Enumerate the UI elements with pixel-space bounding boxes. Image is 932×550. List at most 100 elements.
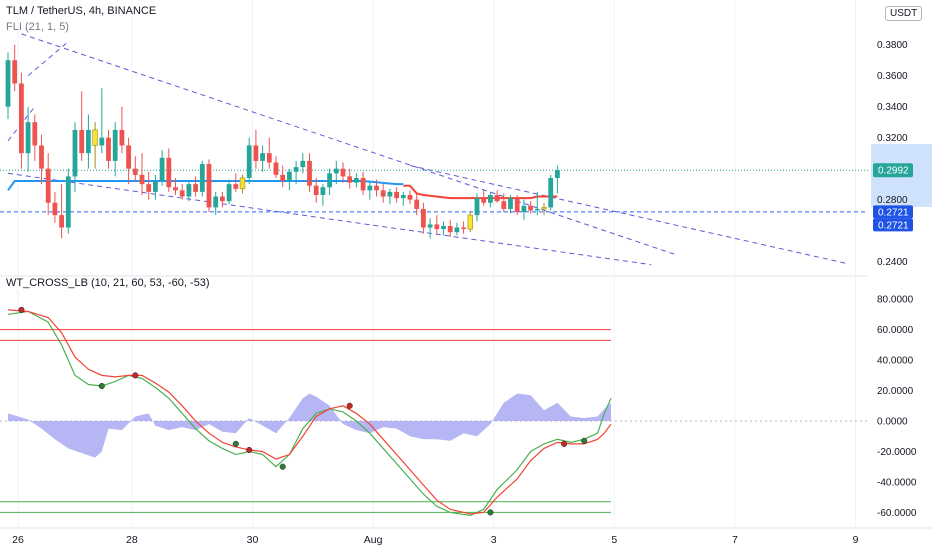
candle — [86, 114, 91, 169]
level-badge-label: 0.2721 — [878, 207, 909, 218]
candle — [367, 181, 373, 200]
candle-body — [307, 160, 312, 186]
fli-label: FLI (21, 1, 5) — [6, 21, 69, 33]
candle-body — [119, 129, 125, 146]
candle-body — [441, 225, 446, 230]
candle-body — [25, 122, 31, 154]
candle — [159, 150, 165, 186]
candle-body — [454, 227, 460, 233]
candle — [266, 137, 272, 169]
candle — [126, 137, 131, 185]
cross-point — [98, 382, 105, 390]
x-tick-label: 3 — [491, 534, 497, 546]
candle-body — [508, 198, 513, 209]
candle-body — [59, 215, 64, 228]
candle — [548, 174, 554, 211]
candle — [293, 160, 299, 185]
candle-body — [461, 227, 466, 230]
candle-body — [514, 198, 520, 213]
candle-body — [45, 168, 51, 203]
candle-body — [246, 145, 252, 178]
candle — [374, 179, 379, 197]
candle — [59, 184, 64, 239]
candle — [246, 137, 252, 185]
candle — [119, 106, 125, 154]
candle-body — [394, 191, 399, 199]
candle — [139, 153, 145, 195]
candle — [45, 153, 51, 216]
wt-tick-label: -60.0000 — [877, 508, 917, 519]
candle-body — [555, 170, 560, 178]
candle — [454, 222, 460, 236]
candle — [528, 201, 533, 214]
wt1-line — [7, 310, 612, 517]
symbol-title: TLM / TetherUS, 4h, BINANCE — [6, 5, 157, 17]
candle — [534, 191, 540, 216]
last-price-badge-bg — [873, 163, 913, 178]
fli-red-line — [403, 184, 558, 200]
x-tick-label: Aug — [364, 534, 383, 546]
candle — [347, 168, 353, 189]
candle — [501, 193, 507, 213]
wt-histogram — [8, 393, 611, 458]
candle — [92, 122, 98, 169]
candle — [555, 165, 560, 194]
candle — [239, 174, 246, 194]
candle-body — [340, 168, 346, 177]
candle — [25, 106, 31, 172]
candle-body — [293, 167, 299, 172]
candle-body — [206, 164, 212, 208]
cross-point — [581, 437, 588, 444]
candle-body — [179, 190, 185, 197]
candle — [65, 168, 71, 234]
price-tick-label: 0.2400 — [877, 257, 908, 268]
level-badge-bg — [873, 205, 913, 219]
candle-body — [213, 196, 219, 208]
candle-body — [474, 198, 480, 216]
level-badge-bg — [873, 218, 913, 232]
x-tick-label: 5 — [611, 534, 617, 546]
candle-body — [260, 153, 265, 161]
currency-button[interactable]: USDT — [885, 6, 923, 21]
trend-line — [409, 165, 846, 264]
candle-body — [5, 60, 11, 107]
candle — [220, 191, 225, 208]
candle-body — [347, 176, 353, 183]
level-badge: 0.2721 — [873, 205, 913, 219]
candle-body — [79, 129, 85, 154]
candle — [132, 156, 138, 182]
wt-tick-label: 40.0000 — [877, 356, 914, 367]
candle — [494, 190, 500, 203]
candle-body — [320, 187, 326, 195]
candle — [273, 156, 279, 178]
candle — [233, 173, 239, 192]
wt-cross-pane[interactable] — [0, 306, 868, 517]
candle — [407, 190, 413, 205]
candle — [400, 191, 406, 206]
candle-body — [434, 224, 440, 230]
candle — [541, 202, 547, 216]
cross-point — [279, 463, 286, 470]
candle — [99, 88, 105, 154]
candle-body — [521, 205, 527, 213]
wt-tick-label: 0.0000 — [877, 417, 908, 428]
candle — [32, 114, 38, 161]
candle — [106, 129, 111, 169]
candle-body — [380, 190, 386, 197]
candle-body — [273, 162, 279, 175]
candle — [380, 184, 386, 203]
x-tick-label: 30 — [247, 534, 259, 546]
candle — [360, 171, 366, 195]
wt-tick-label: -40.0000 — [877, 477, 917, 488]
candle — [213, 191, 219, 216]
price-tick-label: 0.3200 — [877, 133, 908, 144]
wt2-line — [7, 309, 612, 515]
level-badge-label: 0.2721 — [878, 220, 909, 231]
candle-body — [139, 174, 145, 185]
candle-body — [333, 168, 339, 174]
candle — [481, 190, 487, 206]
wt-tick-label: 20.0000 — [877, 386, 914, 397]
